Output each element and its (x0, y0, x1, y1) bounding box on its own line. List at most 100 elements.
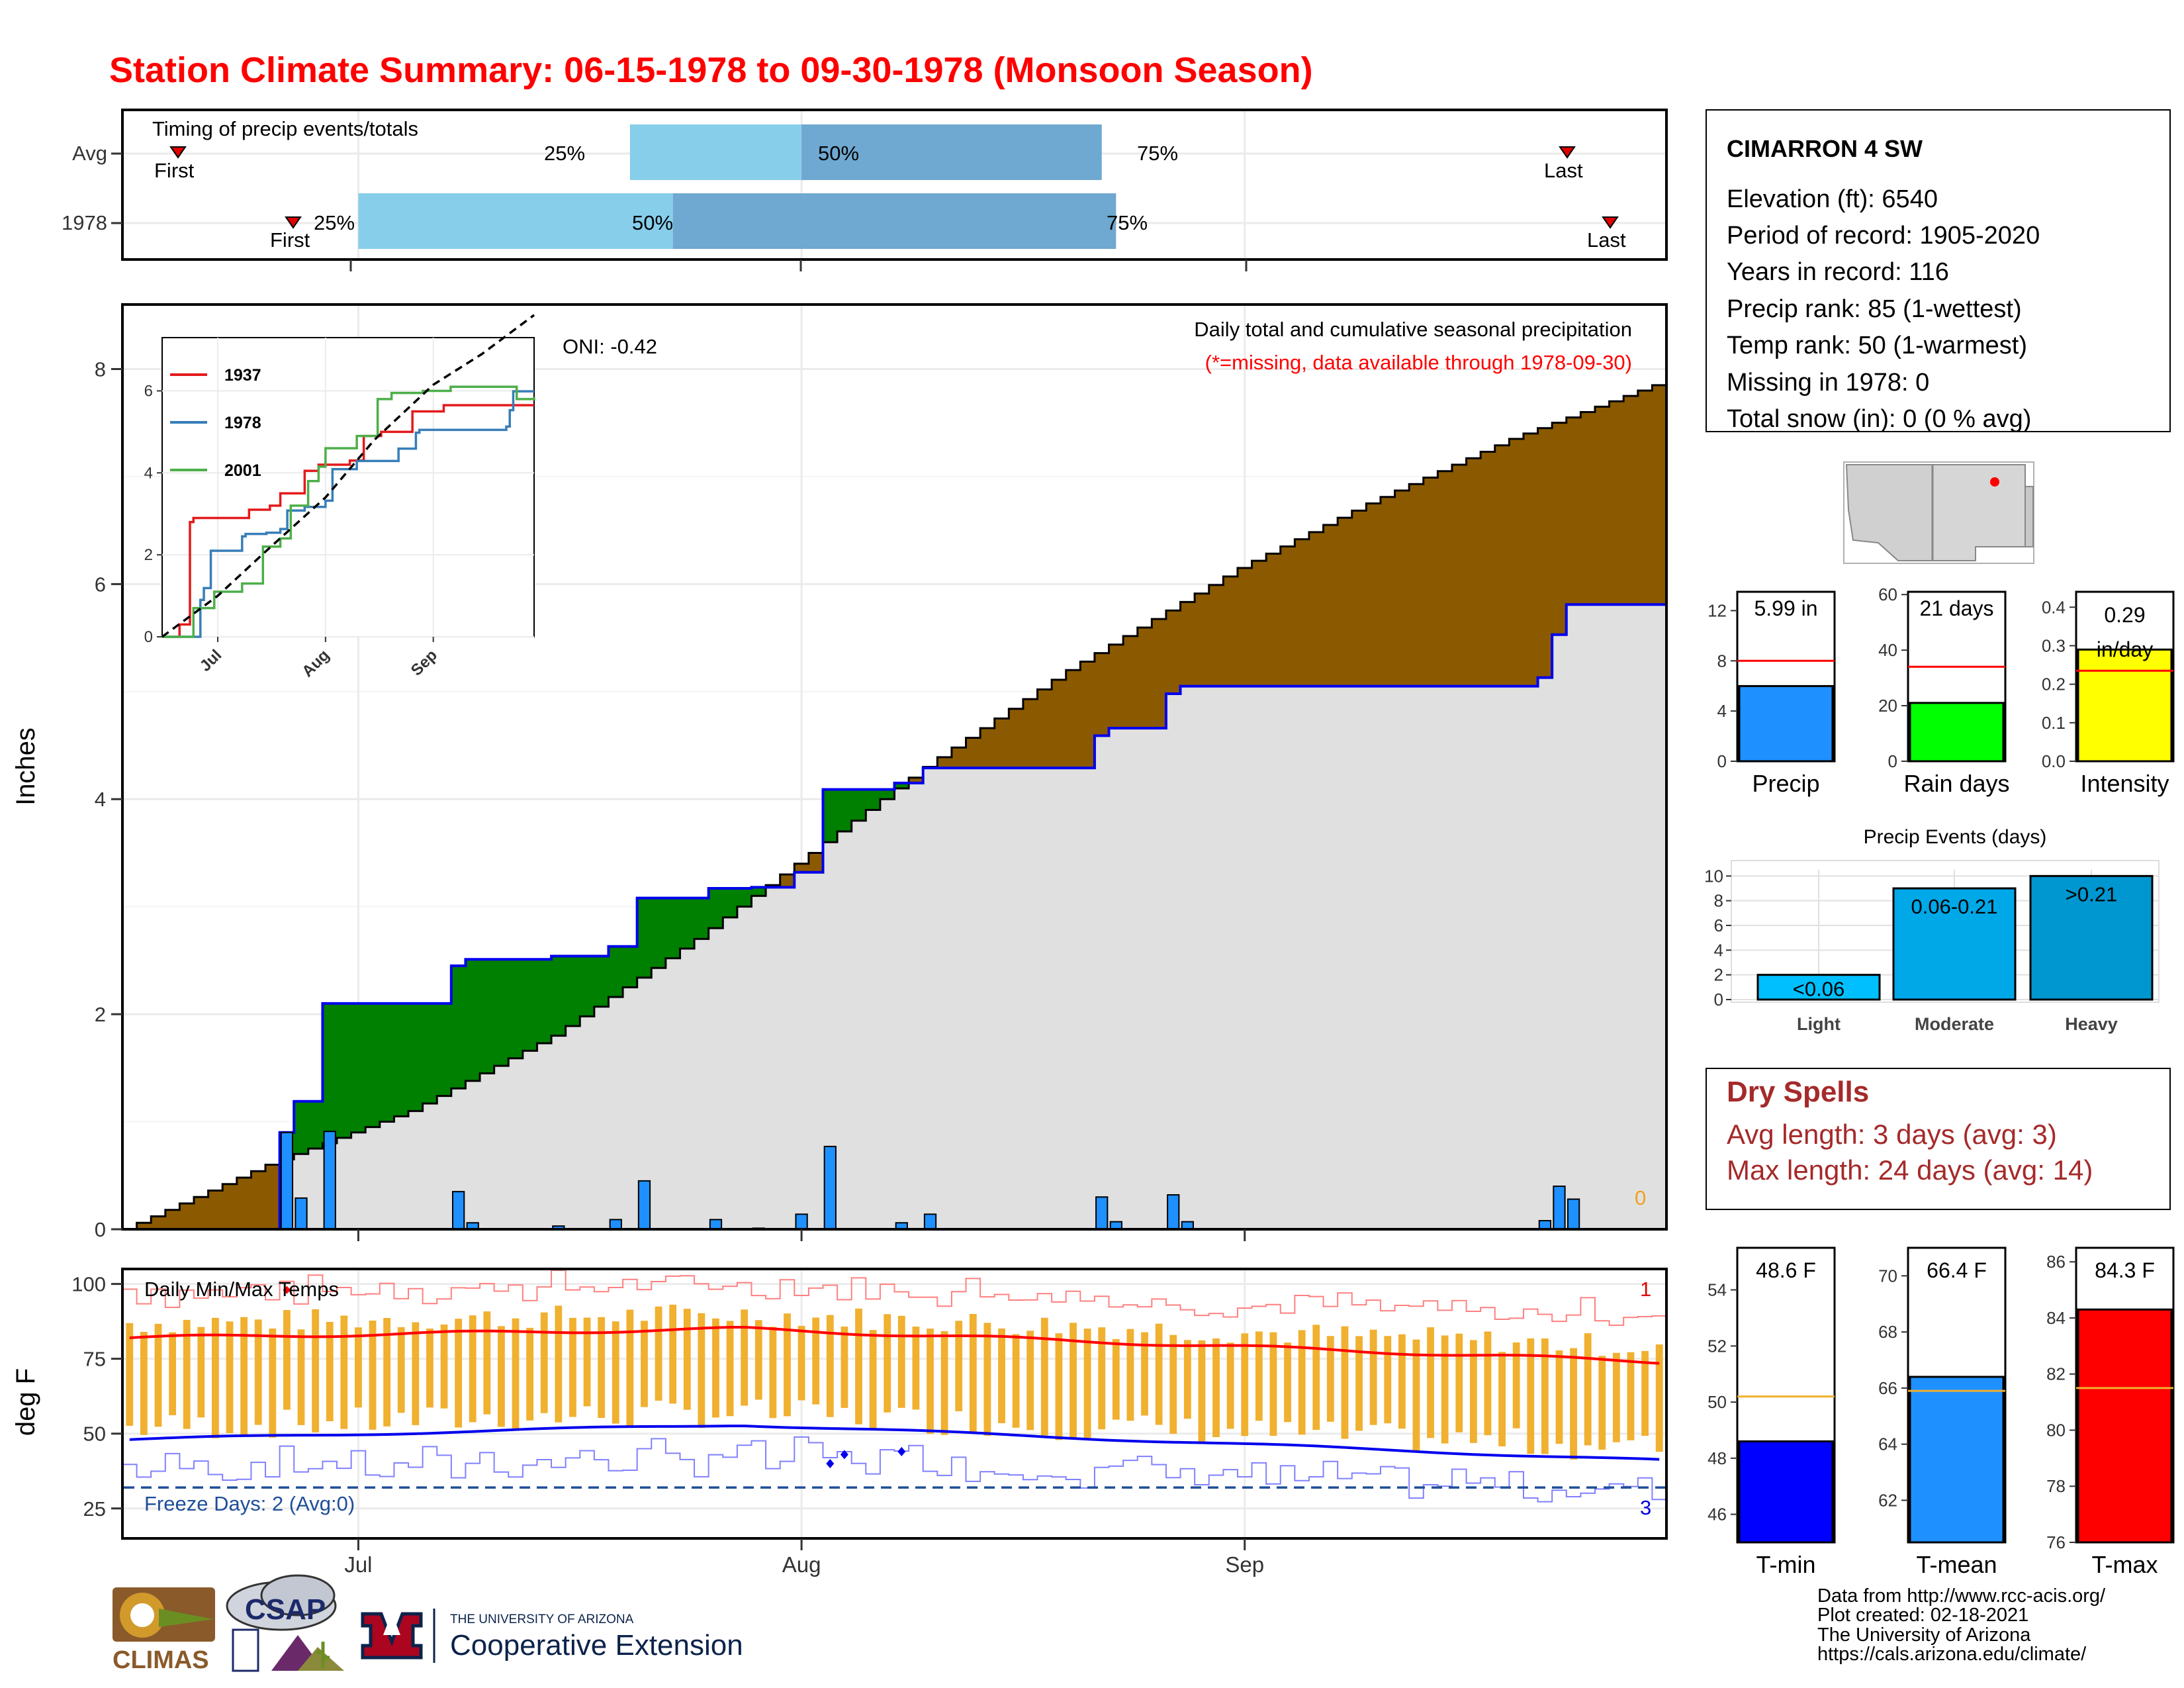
precip-surplus-area (537, 959, 552, 1043)
daily-temp-range-bar (1098, 1327, 1106, 1430)
precip-surplus-area (866, 789, 881, 810)
footer-plot-created: Plot created: 02-18-2021 (1817, 1605, 2028, 1626)
daily-temp-range-bar (1584, 1333, 1592, 1446)
inset-line-1937 (165, 404, 534, 638)
precip-ylabel: Inches (11, 727, 40, 806)
mini-ytick-label: 0.3 (2042, 635, 2066, 655)
temp-bar-ytick-label: 80 (2046, 1420, 2066, 1440)
daily-temp-range-bar (712, 1318, 719, 1418)
daily-precip-bar (1553, 1186, 1566, 1231)
daily-temp-range-bar (355, 1327, 362, 1408)
precip-deficit-area (1437, 471, 1453, 686)
daily-temp-range-bar (1312, 1325, 1320, 1430)
temp-bar-ytick-label: 68 (1878, 1322, 1897, 1342)
daily-temp-range-bar (483, 1311, 491, 1415)
record-low-line (122, 1436, 1666, 1503)
last-marker-year (1602, 216, 1619, 229)
pct50-avg: 50% (818, 142, 859, 165)
mini-ytick-label: 0 (1717, 751, 1727, 771)
precip-deficit-area (994, 718, 1009, 769)
timing-bar-q25-q50 (629, 124, 802, 180)
precip-surplus-area (694, 898, 709, 939)
legend-label-1978: 1978 (224, 414, 261, 432)
daily-temp-range-bar (912, 1327, 920, 1410)
daily-temp-range-bar (1541, 1338, 1549, 1454)
events-ytick-label: 10 (1704, 866, 1723, 886)
precip-deficit-area (1165, 610, 1181, 694)
precip-surplus-area (437, 1003, 452, 1096)
temp-xtick-label: Aug (782, 1552, 821, 1577)
daily-temp-range-bar (1241, 1333, 1249, 1436)
daily-temp-range-bar (212, 1317, 219, 1438)
temp-bar-ytick-label: 62 (1878, 1490, 1897, 1510)
legend-label-1937: 1937 (224, 366, 261, 385)
temp-bar-t-max (2077, 1308, 2173, 1544)
daily-temp-range-bar (1183, 1340, 1191, 1419)
precip-deficit-area (265, 1164, 281, 1229)
temp-xtick-label: Sep (1225, 1552, 1264, 1577)
daily-temp-range-bar (683, 1309, 691, 1410)
daily-temp-range-bar (1012, 1334, 1020, 1428)
precip-ytick-label: 8 (95, 357, 106, 381)
daily-temp-range-bar (1612, 1352, 1620, 1442)
precip-surplus-area (480, 959, 495, 1074)
dry-spells-title: Dry Spells (1727, 1076, 1869, 1108)
mini-ytick-label: 0.1 (2042, 713, 2066, 733)
events-title: Precip Events (days) (1864, 826, 2047, 848)
first-label-avg: First (154, 159, 195, 182)
precip-surplus-area (637, 898, 652, 978)
station-snow: Total snow (in): 0 (0 % avg) (1727, 405, 2031, 433)
climas-logo: CLIMAS (113, 1587, 215, 1674)
pct25-avg: 25% (544, 142, 585, 165)
daily-temp-range-bar (540, 1312, 548, 1413)
daily-temp-range-bar (397, 1327, 405, 1413)
daily-temp-range-bar (412, 1322, 420, 1425)
precip-surplus-area (379, 1003, 395, 1122)
temp-bar-t-mean (1909, 1376, 2005, 1544)
legend-label-2001: 2001 (224, 461, 261, 480)
precip-deficit-area (1409, 484, 1424, 686)
precip-surplus-area (580, 956, 595, 1017)
precip-deficit-area (151, 1216, 166, 1229)
daily-temp-range-bar (269, 1328, 277, 1438)
daily-temp-range-bar (254, 1319, 262, 1425)
precip-deficit-area (1366, 503, 1381, 686)
oni-label: ONI: -0.42 (563, 335, 657, 358)
station-period: Period of record: 1905-2020 (1727, 222, 2040, 250)
season-temp-bars: 46 48 50 52 54 48.6 F T-min 62 64 66 68 70 66.4 F T-m… (1707, 1246, 2175, 1578)
precip-deficit-area (1251, 561, 1267, 686)
mini-bar-intensity (2077, 648, 2173, 763)
precip-surplus-area (608, 946, 623, 998)
daily-temp-range-bar (283, 1310, 291, 1410)
daily-temp-range-bar (1069, 1323, 1077, 1438)
daily-temp-range-bar (512, 1318, 520, 1430)
daily-temp-range-bar (1427, 1327, 1434, 1438)
daily-temp-range-bar (1169, 1335, 1177, 1434)
precip-deficit-area (1152, 619, 1167, 729)
precip-surplus-area (594, 956, 610, 1007)
precip-below-area (122, 604, 1666, 1229)
record-high-marker (283, 1286, 291, 1294)
daily-temp-range-bar (1512, 1342, 1520, 1429)
daily-temp-range-bar (1369, 1329, 1377, 1425)
precip-deficit-area (1223, 576, 1238, 686)
precip-surplus-area (408, 1003, 424, 1111)
mini-ytick-label: 12 (1707, 600, 1727, 620)
precip-surplus-area (351, 1003, 366, 1133)
precip-deficit-area (1052, 679, 1067, 769)
temp-value-label: 48.6 F (1756, 1258, 1816, 1282)
daily-temp-range-bar (726, 1321, 734, 1417)
temp-ytick-label: 100 (71, 1273, 106, 1296)
precip-surplus-area (837, 789, 852, 831)
footer-credits: Data from http://www.rcc-acis.org/ Plot … (1817, 1585, 2106, 1665)
temp-bar-ytick-label: 52 (1707, 1336, 1727, 1356)
precip-surplus-area (322, 1003, 338, 1144)
mini-ytick-label: 60 (1878, 585, 1897, 604)
precip-surplus-area (651, 898, 666, 968)
timing-row-year: 1978 (62, 211, 107, 234)
cold-count: 3 (1640, 1496, 1651, 1519)
precip-deficit-area (1137, 628, 1152, 729)
precip-deficit-area (1237, 567, 1253, 686)
daily-temp-range-bar (1212, 1338, 1220, 1437)
precip-deficit-area (236, 1178, 252, 1229)
